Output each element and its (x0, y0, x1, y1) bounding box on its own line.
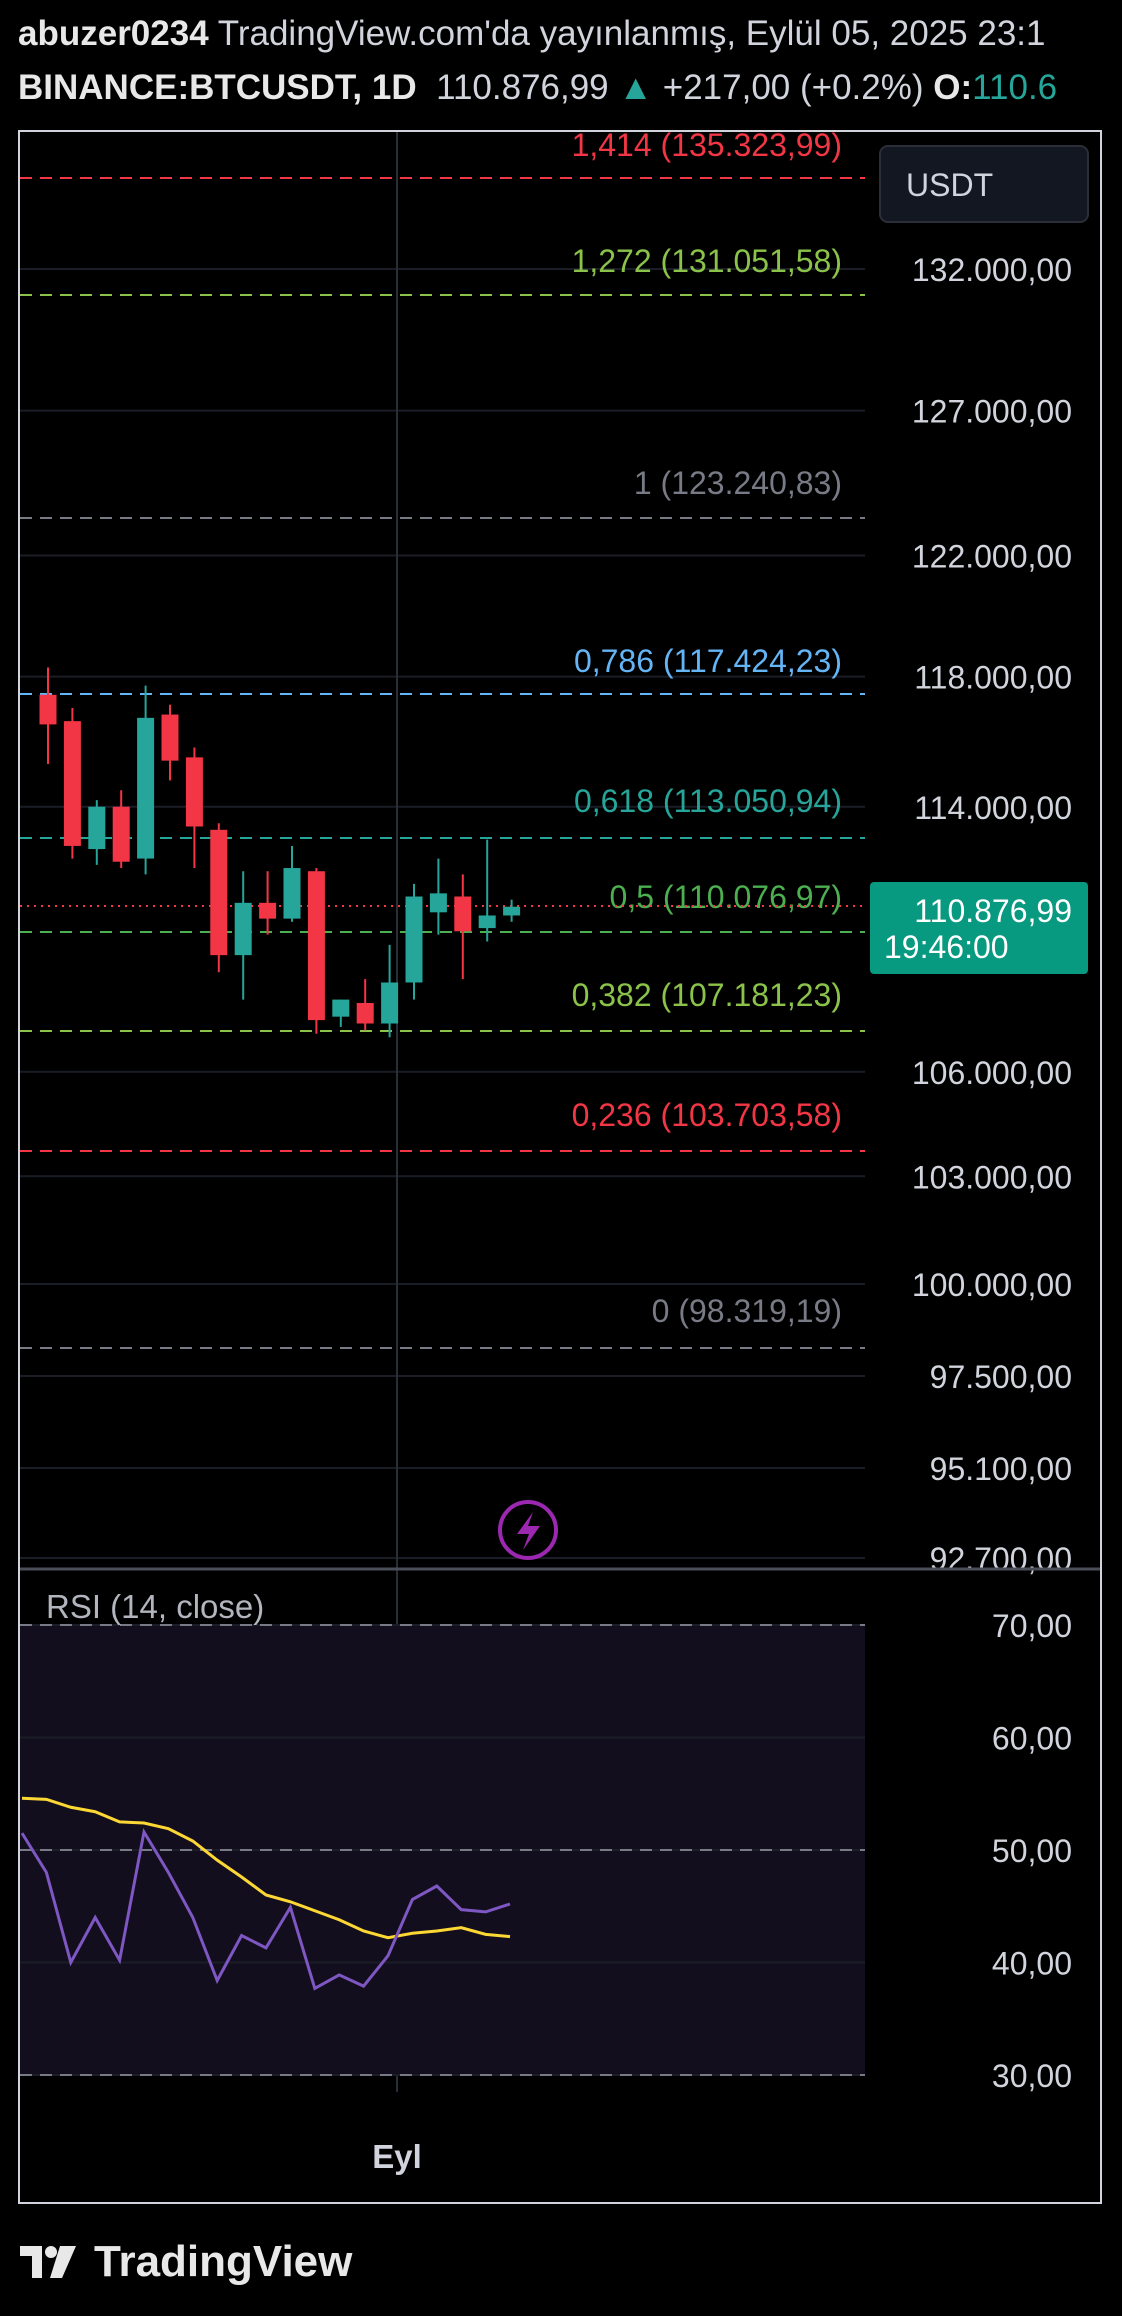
fib-label-1.272: 1,272 (131.051,58) (572, 243, 842, 279)
price-scale-label: 118.000,00 (914, 660, 1072, 696)
price-scale-label: 95.100,00 (930, 1451, 1072, 1487)
current-price-value: 110.876,99 (914, 893, 1072, 929)
candle-body (137, 717, 155, 859)
candle (161, 704, 179, 781)
candle-body (210, 829, 228, 956)
candle (185, 747, 203, 869)
author-name[interactable]: abuzer0234 (18, 14, 209, 53)
chart-header: abuzer0234 TradingView.com'da yayınlanmı… (0, 0, 1122, 120)
candle (429, 858, 447, 935)
candle-body (185, 757, 203, 827)
price-scale-label: 97.500,00 (930, 1359, 1072, 1395)
currency-button[interactable]: USDT (879, 145, 1089, 223)
fib-label-0.618: 0,618 (113.050,94) (574, 783, 842, 819)
candle (137, 685, 155, 875)
candle-body (454, 896, 472, 932)
candle-body (161, 714, 179, 761)
fib-retracement[interactable]: 1,414 (135.323,99) 1,272 (131.051,58) 1 … (20, 132, 865, 1349)
fib-label-0.5: 0,5 (110.076,97) (610, 879, 842, 915)
candle (332, 999, 350, 1027)
fib-label-0.236: 0,236 (103.703,58) (572, 1097, 842, 1133)
rsi-ma-line (21, 1796, 511, 1940)
price-change: +217,00 (+0.2%) (662, 68, 924, 107)
fib-label-0: 0 (98.319,19) (652, 1293, 842, 1329)
candle (405, 883, 423, 1000)
grid-lines (20, 268, 865, 1559)
candle (210, 823, 228, 973)
candle (63, 707, 81, 859)
candle-body (234, 902, 252, 956)
candle (39, 667, 57, 764)
candle-body (429, 893, 447, 913)
price-scale[interactable]: 132.000,00 127.000,00 122.000,00 118.000,00… (912, 252, 1072, 1577)
rsi-scale-label: 40,00 (992, 1946, 1072, 1982)
price-scale-label: 127.000,00 (912, 394, 1072, 430)
candle (307, 868, 325, 1034)
rsi-pane[interactable]: RSI (14, close) 70,00 60,00 50,00 40,00 30,0… (20, 1588, 1072, 2094)
rsi-line (20, 1827, 511, 1991)
candle (283, 845, 301, 922)
fib-label-0.382: 0,382 (107.181,23) (572, 977, 842, 1013)
candle-body (112, 806, 130, 862)
countdown-timer: 19:46:00 (884, 929, 1009, 965)
candle (381, 944, 399, 1038)
current-price-label: 110.876,99 19:46:00 (870, 882, 1088, 974)
candle-body (259, 902, 277, 919)
candle (88, 800, 106, 865)
up-triangle-icon: ▲ (618, 68, 654, 107)
rsi-scale-label: 30,00 (992, 2058, 1072, 2094)
candle-body (39, 694, 57, 725)
open-label: O: (933, 68, 973, 107)
candle-body (283, 868, 301, 919)
rsi-scale-label: 50,00 (992, 1833, 1072, 1869)
rsi-indicator-label[interactable]: RSI (14, close) (46, 1588, 264, 1625)
lightning-icon[interactable] (498, 1500, 558, 1560)
candle-body (503, 906, 521, 916)
rsi-scale-label: 70,00 (992, 1608, 1072, 1644)
currency-label: USDT (906, 167, 993, 203)
price-scale-label: 92.700,00 (930, 1541, 1072, 1577)
candle (478, 839, 496, 942)
fib-label-1: 1 (123.240,83) (634, 465, 842, 501)
price-scale-label: 122.000,00 (912, 539, 1072, 575)
candle (259, 871, 277, 935)
publish-line: abuzer0234 TradingView.com'da yayınlanmı… (18, 12, 1045, 56)
last-price: 110.876,99 (436, 68, 609, 107)
candle-body (63, 721, 81, 846)
price-scale-label: 132.000,00 (912, 252, 1072, 288)
candlestick-series[interactable] (39, 667, 521, 1038)
candle-body (307, 871, 325, 1021)
footer-brand: TradingView (94, 2237, 353, 2286)
candle-body (405, 896, 423, 983)
price-scale-label: 114.000,00 (914, 790, 1072, 826)
fib-label-1.414: 1,414 (135.323,99) (572, 132, 842, 163)
rsi-scale[interactable]: 70,00 60,00 50,00 40,00 30,00 (992, 1608, 1072, 2094)
price-scale-label: 100.000,00 (912, 1267, 1072, 1303)
chart-frame: 1,414 (135.323,99) 1,272 (131.051,58) 1 … (18, 130, 1102, 2204)
tradingview-logo[interactable]: TradingView (18, 2232, 352, 2292)
candle-body (381, 982, 399, 1024)
candle-body (356, 1003, 374, 1024)
rsi-scale-label: 60,00 (992, 1721, 1072, 1757)
candle (454, 874, 472, 980)
open-value: 110.6 (972, 68, 1058, 107)
price-scale-label: 106.000,00 (912, 1055, 1072, 1091)
candle-body (88, 806, 106, 850)
candle (356, 979, 374, 1031)
symbol-name[interactable]: BINANCE:BTCUSDT, 1D (18, 68, 417, 107)
chart-canvas[interactable]: 1,414 (135.323,99) 1,272 (131.051,58) 1 … (20, 132, 1100, 2202)
x-axis-label-eyl: Eyl (372, 2138, 422, 2175)
candle (112, 790, 130, 869)
price-scale-label: 103.000,00 (912, 1159, 1072, 1195)
candle (234, 871, 252, 1000)
candle-body (332, 999, 350, 1017)
fib-label-0.786: 0,786 (117.424,23) (574, 643, 842, 679)
candle (503, 899, 521, 922)
candle-body (478, 915, 496, 929)
tv-logo-icon (20, 2246, 76, 2278)
symbol-line: BINANCE:BTCUSDT, 1D 110.876,99 ▲ +217,00… (18, 66, 1057, 110)
published-info: TradingView.com'da yayınlanmış, Eylül 05… (217, 14, 1046, 53)
